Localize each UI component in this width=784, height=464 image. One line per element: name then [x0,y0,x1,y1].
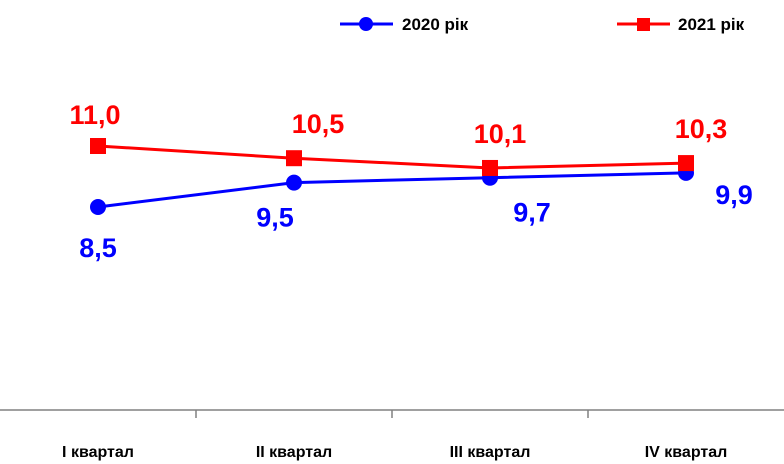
data-label: 11,0 [69,100,120,130]
x-tick-label: III квартал [450,444,531,461]
data-label: 8,5 [79,233,117,263]
x-tick-label: IV квартал [645,444,728,461]
legend-entry-2020: 2020 рік [340,15,469,34]
data-point [286,150,302,167]
data-point [678,155,694,172]
data-point [90,138,106,154]
x-tick-label: I квартал [62,444,134,461]
data-label: 10,5 [292,109,345,139]
data-label: 10,1 [474,119,527,149]
data-label: 10,3 [675,114,728,144]
data-label: 9,9 [715,180,753,210]
series-line-2021 [97,144,687,170]
data-point [90,199,106,215]
legend-marker-2020 [359,17,373,31]
data-point [482,159,498,176]
legend-entry-2021: 2021 рік [617,15,745,34]
x-tick-label: II квартал [256,444,332,461]
series-line-2020 [97,171,687,209]
data-point [286,174,302,191]
data-label: 9,7 [513,198,551,228]
data-labels: 8,5 9,5 9,7 9,9 11,0 10,5 10,1 10,3 [69,100,752,263]
data-label: 9,5 [256,203,294,233]
legend-marker-2021 [637,18,650,31]
plot-area [90,138,694,215]
legend-label-2020: 2020 рік [402,15,469,34]
legend-label-2021: 2021 рік [678,15,745,34]
legend: 2020 рік 2021 рік [340,15,745,34]
x-axis: I квартал II квартал III квартал IV квартал [0,409,784,461]
